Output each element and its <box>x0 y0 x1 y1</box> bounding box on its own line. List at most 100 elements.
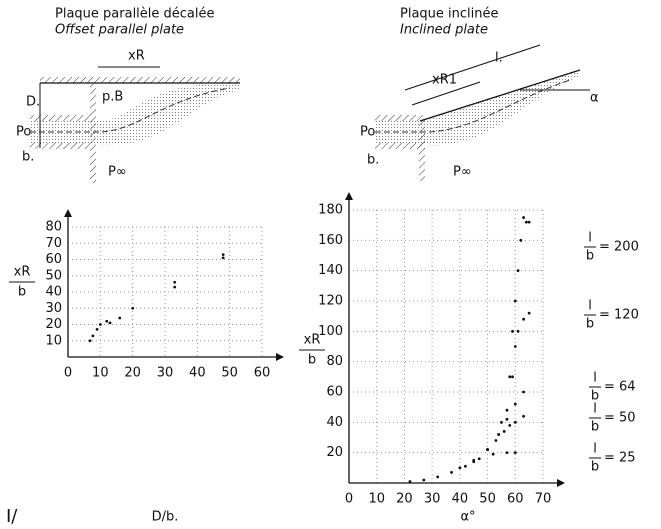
diagram-label: P∞ <box>108 165 127 180</box>
point <box>519 238 523 242</box>
y-tick-label: 60 <box>326 385 343 400</box>
legend-label: = 25 <box>604 451 636 466</box>
y-tick-label: 30 <box>45 301 62 316</box>
wall <box>375 115 425 121</box>
diagram-label: D. <box>26 95 40 110</box>
y-tick-label: 60 <box>45 252 62 267</box>
jet-axis <box>375 79 571 133</box>
legend-label: l <box>588 231 592 246</box>
wall <box>375 143 425 149</box>
point <box>422 478 426 482</box>
y-tick-label: 180 <box>318 203 343 218</box>
point <box>491 452 495 456</box>
diagram-title: Plaque parallèle décalée <box>55 7 215 22</box>
point <box>522 390 525 394</box>
point <box>516 329 520 333</box>
legend-label: = 200 <box>599 240 639 255</box>
y-tick-label: 120 <box>318 294 343 309</box>
x-tick-label: 70 <box>535 492 552 507</box>
legend-label: l <box>593 371 597 386</box>
x-tick-label: 10 <box>368 492 385 507</box>
jet <box>30 84 240 146</box>
x-tick-label: 0 <box>345 492 353 507</box>
point <box>522 317 525 321</box>
y-tick-label: 40 <box>45 285 62 300</box>
wall <box>30 143 90 149</box>
legend-label: l <box>593 402 597 417</box>
point <box>131 306 135 310</box>
y-tick-label: 10 <box>45 333 62 348</box>
point <box>95 327 99 331</box>
x-tick-label: 30 <box>157 366 174 381</box>
point <box>91 334 95 338</box>
point <box>477 457 481 461</box>
diagram-label: b. <box>367 153 379 168</box>
arrow <box>345 192 353 200</box>
point <box>118 316 122 320</box>
point <box>505 451 509 455</box>
y-tick-label: 140 <box>318 263 343 278</box>
point <box>513 402 517 406</box>
y-tick-label: 80 <box>326 354 343 369</box>
x-tick-label: 50 <box>479 492 496 507</box>
point <box>505 417 509 421</box>
x-tick-label: 50 <box>221 366 238 381</box>
diagram-label: p.B <box>102 90 123 105</box>
x-tick-label: 0 <box>64 366 72 381</box>
point <box>497 433 501 436</box>
legend-label: = 120 <box>599 308 639 323</box>
y-tick-label: 100 <box>318 324 343 339</box>
dim <box>404 44 541 91</box>
point <box>221 256 225 260</box>
jet-axis <box>30 87 231 133</box>
point <box>516 269 520 273</box>
diagram-label: xR1 <box>432 73 457 88</box>
diagram-label: P∞ <box>453 165 472 180</box>
point <box>513 299 517 303</box>
point <box>502 430 506 433</box>
point <box>508 375 512 379</box>
point <box>408 480 412 483</box>
point <box>522 216 525 219</box>
point <box>486 448 489 452</box>
page-mark: I/ <box>6 506 18 527</box>
point <box>88 339 92 343</box>
point <box>464 464 467 468</box>
point <box>500 420 503 424</box>
jet <box>375 70 580 146</box>
point <box>527 220 531 224</box>
point <box>173 280 177 284</box>
diagram-label: b. <box>22 150 34 165</box>
y-axis-label: xR <box>304 333 321 348</box>
point <box>505 408 509 412</box>
point <box>508 423 512 427</box>
point <box>450 470 453 474</box>
wall <box>30 115 90 121</box>
point <box>108 321 112 325</box>
point <box>494 439 498 442</box>
legend-label: b <box>591 420 599 435</box>
point <box>436 475 440 479</box>
wall <box>40 77 240 83</box>
x-axis-label: D/b. <box>152 510 179 525</box>
y-axis-label: b <box>18 285 26 300</box>
legend-label: b <box>591 460 599 475</box>
y-tick-label: 50 <box>45 268 62 283</box>
legend-label: = 64 <box>604 380 636 395</box>
diagram-label: l. <box>495 51 503 66</box>
offset-plate-diagram <box>30 66 240 183</box>
legend-label: l <box>593 442 597 457</box>
y-tick-label: 20 <box>45 317 62 332</box>
wall <box>419 121 425 181</box>
x-tick-label: 10 <box>92 366 109 381</box>
point <box>513 420 517 424</box>
point <box>511 375 514 379</box>
arrow <box>276 353 284 361</box>
point <box>472 458 476 462</box>
point <box>98 323 102 326</box>
y-tick-label: 20 <box>326 445 343 460</box>
legend-label: b <box>591 389 599 404</box>
point <box>221 253 225 257</box>
